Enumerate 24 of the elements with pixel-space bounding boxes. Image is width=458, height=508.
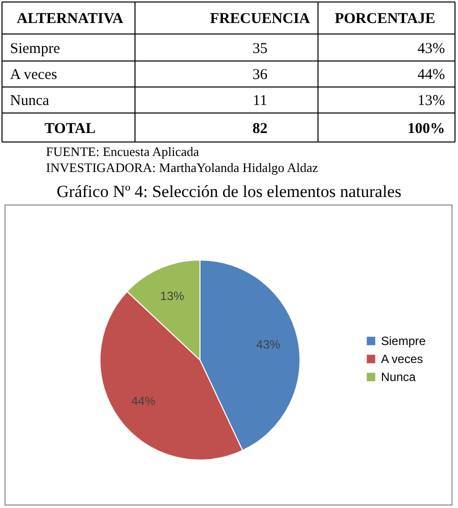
text: 44% bbox=[418, 67, 445, 83]
text: 35 bbox=[252, 41, 268, 57]
text: ALTERNATIVA bbox=[16, 11, 124, 27]
text: 100% bbox=[408, 121, 445, 137]
text: Siempre bbox=[10, 41, 60, 57]
text: FRECUENCIA bbox=[210, 11, 310, 27]
text: 13% bbox=[418, 93, 445, 109]
source-note: FUENTE: Encuesta Aplicada bbox=[46, 144, 200, 159]
text: 11 bbox=[252, 93, 268, 109]
text: TOTAL bbox=[44, 121, 96, 137]
text: Nunca bbox=[10, 93, 50, 109]
legend-label: Nunca bbox=[381, 370, 416, 384]
text: PORCENTAJE bbox=[334, 11, 436, 27]
text: A veces bbox=[10, 67, 58, 83]
legend-label: Siempre bbox=[381, 334, 426, 348]
data-label: 44% bbox=[131, 394, 156, 408]
text: 36 bbox=[252, 67, 268, 83]
text: 43% bbox=[418, 41, 445, 57]
data-label: 43% bbox=[256, 338, 281, 352]
legend-label: A veces bbox=[381, 352, 424, 366]
data-label: 13% bbox=[160, 288, 185, 303]
chart-title: Gráfico Nº 4: Selección de los elementos naturales bbox=[56, 182, 402, 201]
text: 82 bbox=[252, 121, 268, 137]
text: INVESTIGADORA: MarthaYolanda Hidalgo Aldaz bbox=[46, 160, 318, 175]
